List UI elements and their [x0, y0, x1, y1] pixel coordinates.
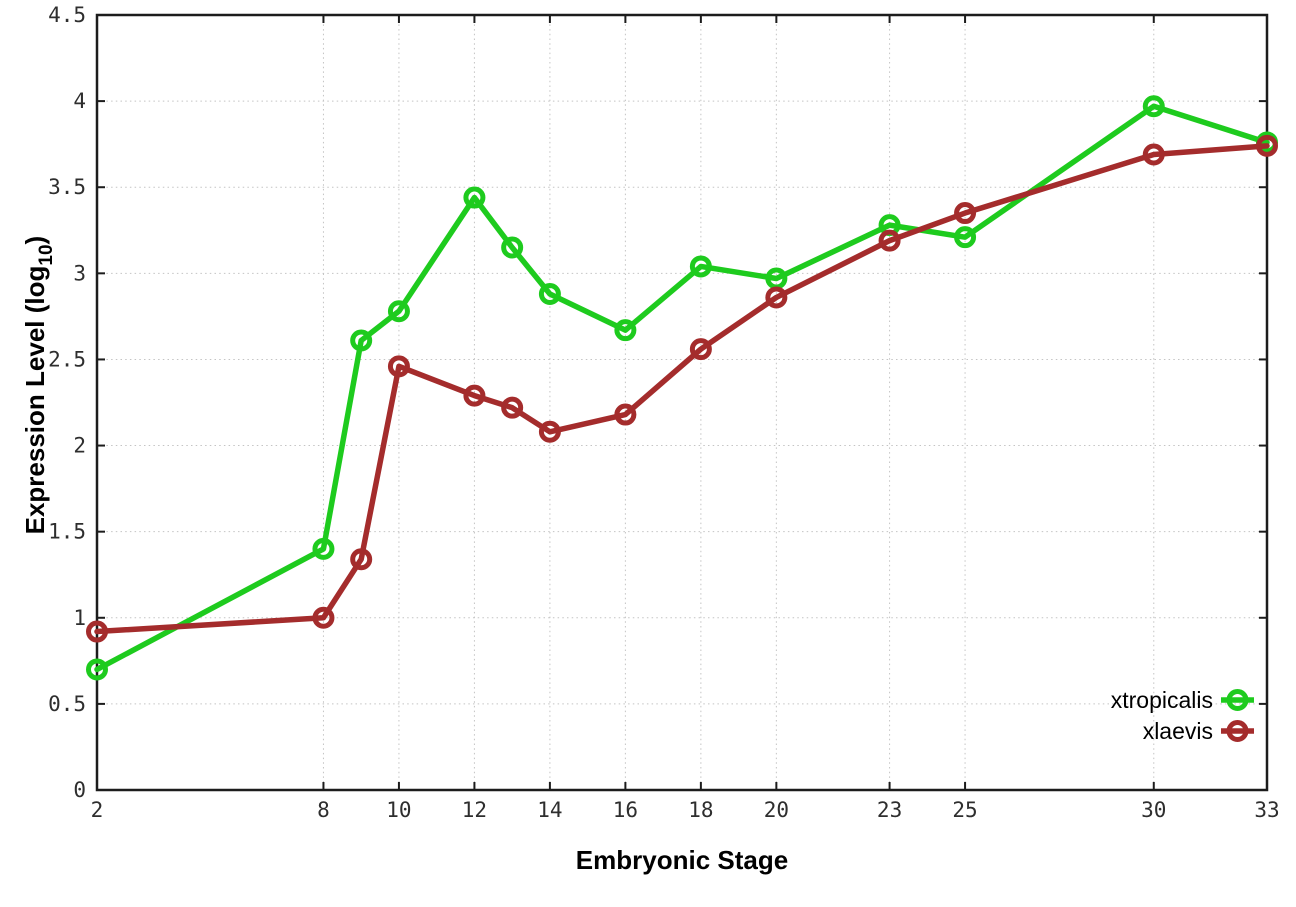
data-point-xlaevis [501, 396, 524, 419]
data-point-xtropicalis [1142, 95, 1165, 118]
data-point-xlaevis [538, 420, 561, 443]
data-point-xtropicalis [463, 186, 486, 209]
data-point-xtropicalis [538, 283, 561, 305]
data-point-xtropicalis [689, 255, 712, 278]
data-point-xlaevis [765, 286, 788, 309]
x-tick-label: 33 [1254, 798, 1279, 822]
data-point-xlaevis [954, 202, 977, 225]
y-tick-label: 3.5 [48, 175, 86, 199]
x-tick-label: 25 [952, 798, 977, 822]
x-tick-label: 16 [613, 798, 638, 822]
data-point-xtropicalis [501, 236, 524, 259]
data-point-xlaevis [350, 548, 373, 571]
legend-label-xlaevis: xlaevis [1143, 718, 1213, 744]
data-point-xlaevis [312, 606, 335, 629]
y-tick-label: 4 [73, 89, 86, 113]
y-tick-label: 1 [73, 606, 86, 630]
y-tick-label: 4.5 [48, 3, 86, 27]
x-tick-label: 14 [537, 798, 562, 822]
x-tick-label: 12 [462, 798, 487, 822]
x-tick-label: 8 [317, 798, 330, 822]
x-tick-label: 10 [386, 798, 411, 822]
data-point-xlaevis [1142, 143, 1165, 166]
data-point-xlaevis [387, 355, 410, 378]
data-point-xtropicalis [312, 537, 335, 560]
y-tick-label: 2.5 [48, 347, 86, 371]
data-point-xlaevis [614, 403, 637, 426]
data-point-xtropicalis [954, 226, 977, 249]
data-point-xlaevis [878, 229, 901, 252]
data-point-xtropicalis [387, 300, 410, 323]
y-tick-label: 1.5 [48, 520, 86, 544]
x-tick-label: 18 [688, 798, 713, 822]
data-point-xlaevis [86, 620, 108, 643]
data-point-xlaevis [463, 384, 486, 407]
legend-marker-icon [1226, 689, 1249, 711]
y-tick-label: 2 [73, 434, 86, 458]
x-tick-label: 20 [764, 798, 789, 822]
data-point-xtropicalis [350, 329, 373, 352]
y-tick-label: 0.5 [48, 692, 86, 716]
series-line-xtropicalis [94, 103, 1270, 673]
legend-label-xtropicalis: xtropicalis [1111, 687, 1213, 713]
series-line-xlaevis [94, 143, 1270, 635]
x-tick-label: 30 [1141, 798, 1166, 822]
data-point-xtropicalis [614, 319, 637, 342]
x-tick-label: 23 [877, 798, 902, 822]
data-point-xtropicalis [86, 658, 108, 681]
x-axis-title: Embryonic Stage [575, 845, 789, 875]
y-axis-title-text: Expression Level (log [19, 265, 50, 535]
y-axis-title-subscript: 10 [36, 244, 58, 266]
y-axis-title: Expression Level (log10) [19, 135, 58, 635]
x-tick-label: 2 [91, 798, 104, 822]
data-point-xlaevis [689, 338, 712, 361]
legend-marker-icon [1226, 720, 1249, 742]
y-tick-label: 3 [73, 261, 86, 285]
y-tick-label: 0 [73, 778, 86, 802]
plot-border [95, 13, 1269, 792]
data-point-xlaevis [1256, 134, 1278, 157]
